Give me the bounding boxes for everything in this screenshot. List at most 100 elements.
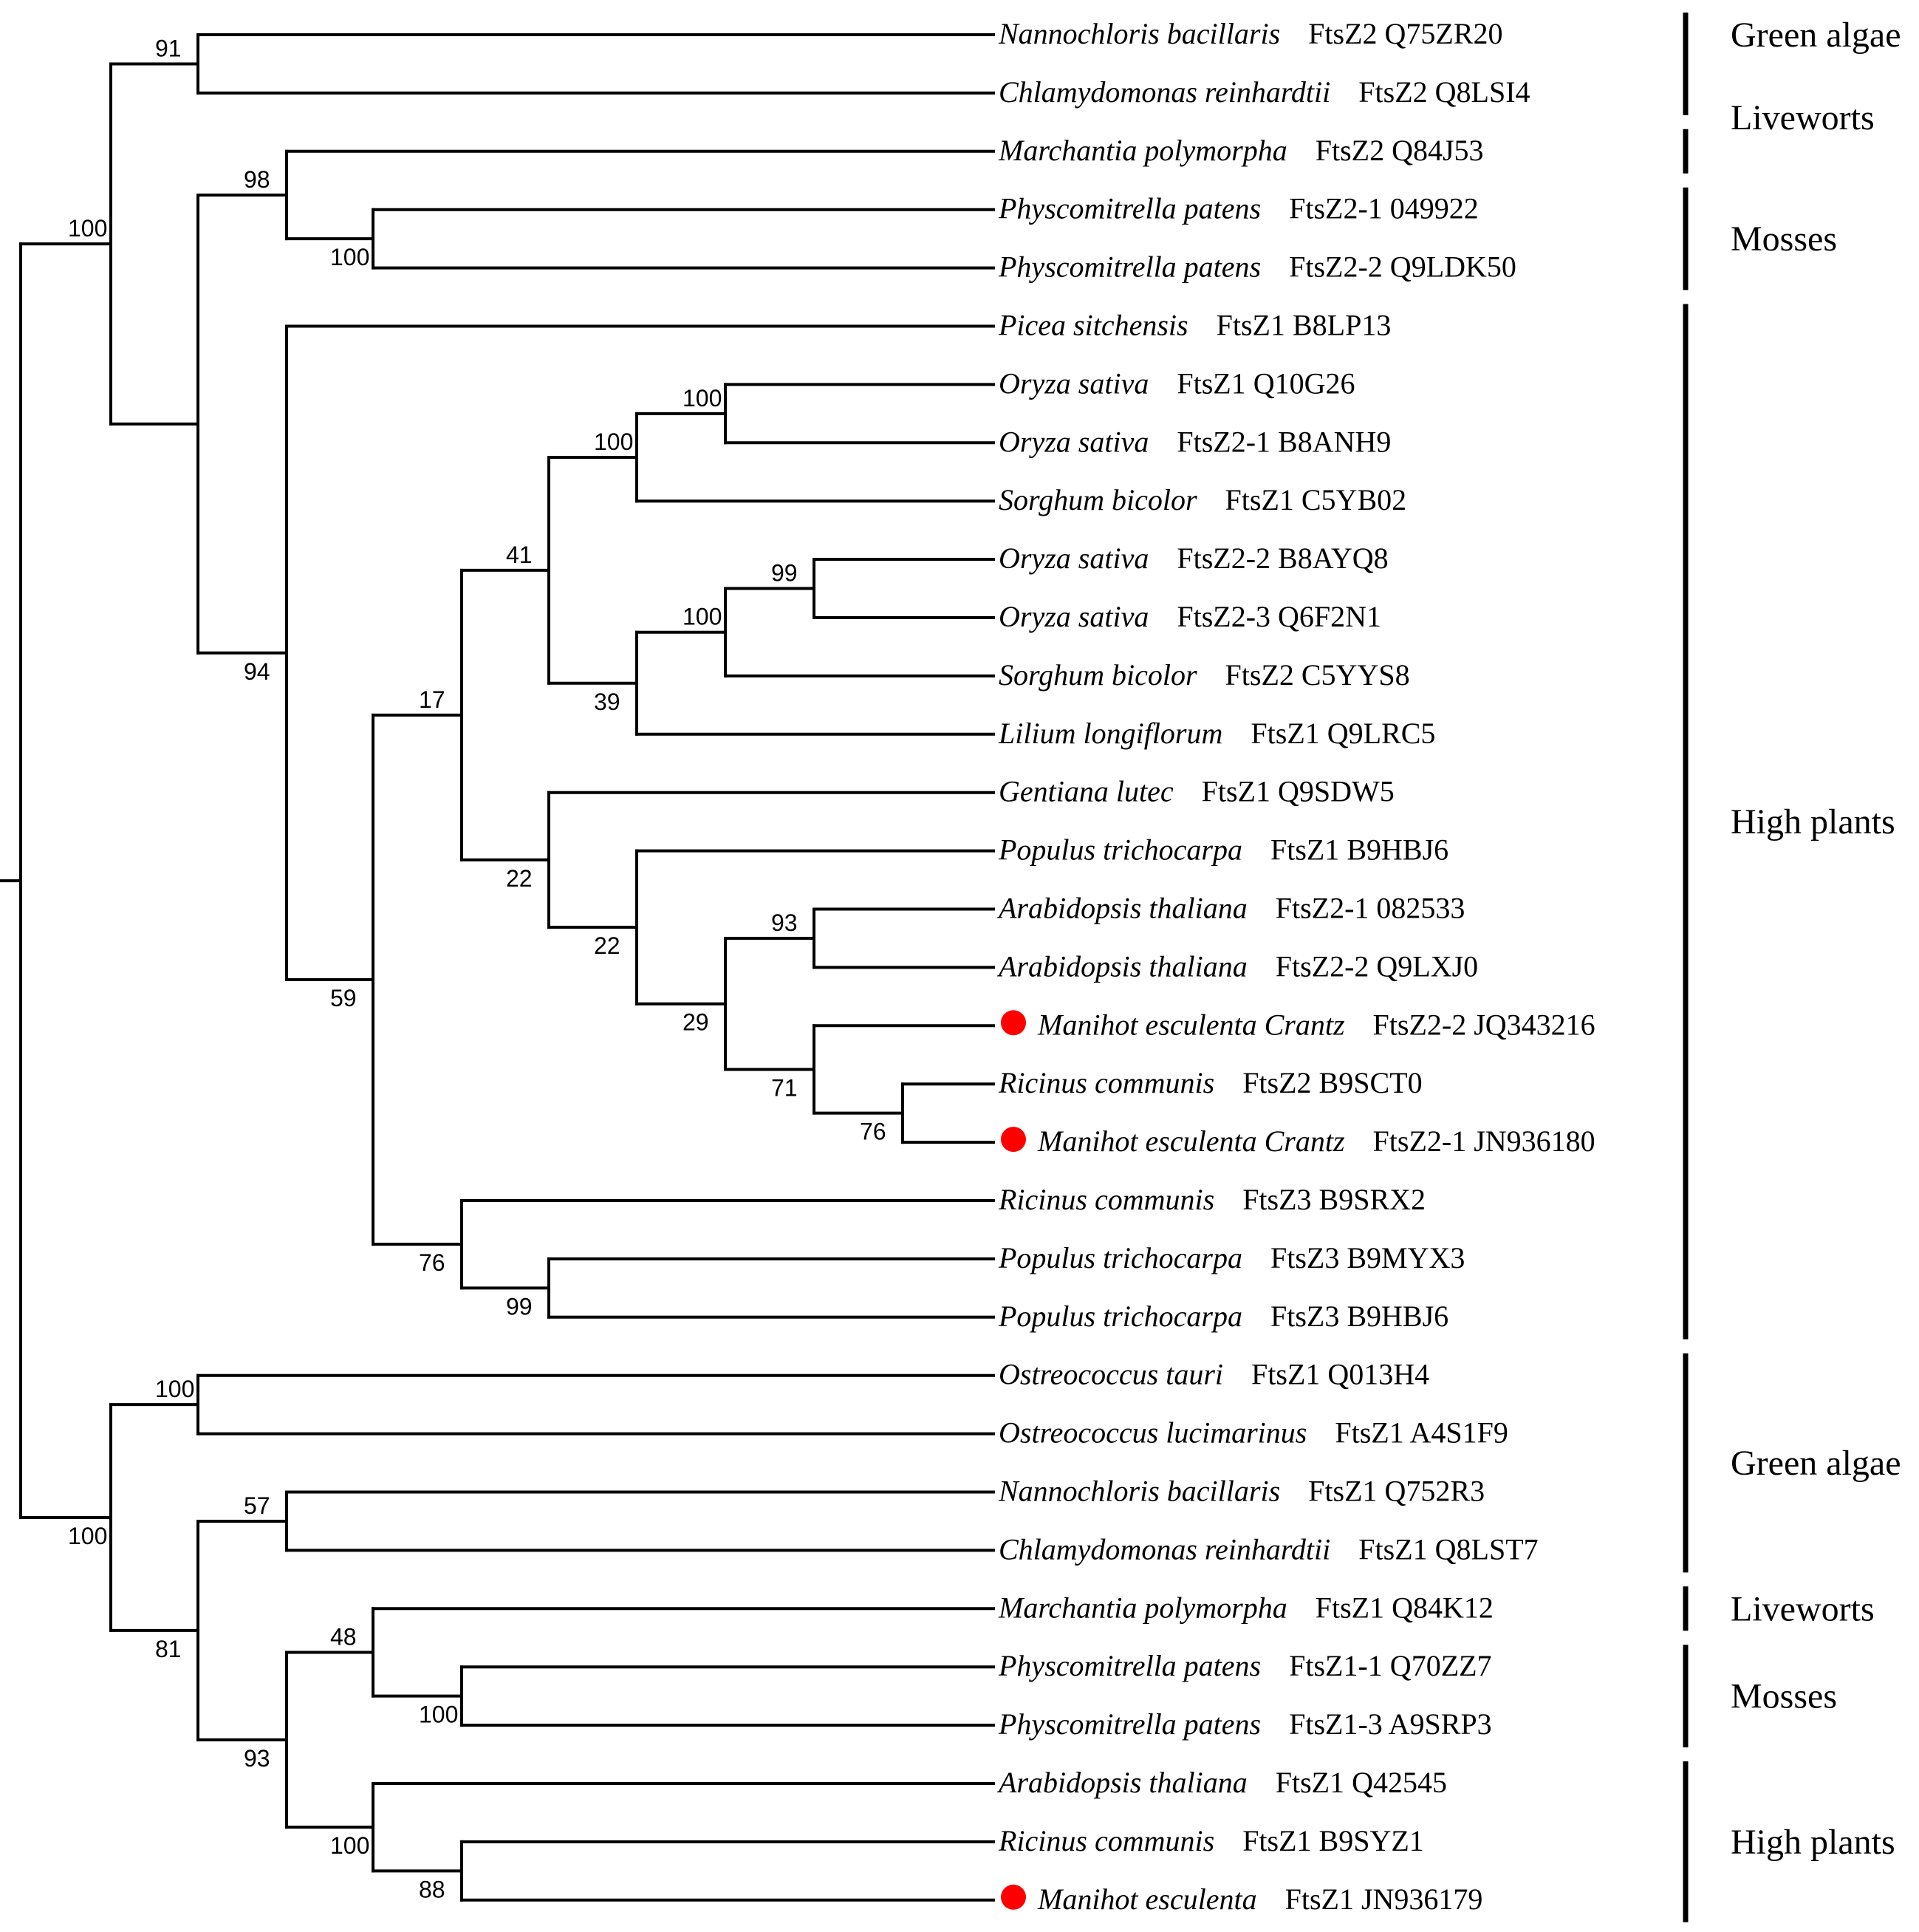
- leaf-label-L27: Chlamydomonas reinhardtii FtsZ1 Q8LST7: [999, 1532, 1539, 1566]
- species-name: Physcomitrella patens: [998, 1649, 1261, 1682]
- species-name: Physcomitrella patens: [998, 250, 1261, 284]
- leaf-label-L16: Arabidopsis thaliana FtsZ2-1 082533: [996, 892, 1465, 925]
- marker-dot-L18: [1001, 1010, 1026, 1036]
- bootstrap-N_phys2: 100: [419, 1701, 458, 1728]
- leaf-label-L18: Manihot esculenta Crantz FtsZ2-2 JQ343216: [1037, 1008, 1595, 1041]
- species-name: Manihot esculenta: [1037, 1882, 1257, 1916]
- protein-id: FtsZ1 Q42545: [1276, 1766, 1447, 1799]
- protein-id: FtsZ2-1 082533: [1276, 892, 1465, 925]
- protein-id: FtsZ1 B8LP13: [1217, 309, 1392, 342]
- species-name: Oryza sativa: [999, 600, 1149, 633]
- species-name: Chlamydomonas reinhardtii: [999, 75, 1330, 109]
- protein-id: FtsZ2-2 Q9LXJ0: [1276, 949, 1478, 983]
- protein-id: FtsZ2 Q84J53: [1316, 134, 1484, 167]
- bootstrap-N_hp: 94: [244, 658, 270, 685]
- bootstrap-N_hp2b: 88: [419, 1876, 445, 1902]
- tree-branches: [0, 33, 995, 1902]
- bootstrap-N_ftsz3: 76: [419, 1249, 445, 1276]
- protein-id: FtsZ2 C5YYS8: [1225, 658, 1410, 692]
- protein-id: FtsZ2 Q75ZR20: [1308, 17, 1502, 50]
- bootstrap-N_dicot3: 29: [683, 1009, 709, 1036]
- group-brackets: Green algae Liveworts Mosses High plants Gre…: [1683, 13, 1901, 1922]
- species-name: Manihot esculenta Crantz: [1037, 1124, 1345, 1158]
- species-name: Ostreococcus tauri: [999, 1358, 1223, 1391]
- species-name: Ricinus communis: [998, 1824, 1214, 1857]
- species-name: Oryza sativa: [999, 542, 1149, 575]
- bootstrap-N_ang: 59: [330, 985, 357, 1011]
- bootstrap-N_grn1: 91: [155, 35, 182, 61]
- bootstrap-N_euph: 71: [771, 1074, 798, 1101]
- bootstrap-N_hp2: 100: [330, 1832, 369, 1859]
- bootstrap-N_A: 100: [68, 215, 107, 242]
- leaf-label-L31: Arabidopsis thaliana FtsZ1 Q42545: [996, 1766, 1447, 1799]
- species-name: Gentiana lutec: [999, 775, 1174, 808]
- leaf-label-L1: Nannochloris bacillaris FtsZ2 Q75ZR20: [998, 17, 1503, 50]
- bootstrap-N_monoA: 100: [594, 429, 633, 455]
- bootstrap-N_B: 100: [68, 1523, 107, 1549]
- species-name: Arabidopsis thaliana: [996, 949, 1248, 983]
- protein-id: FtsZ1 Q84K12: [1316, 1591, 1494, 1624]
- leaf-label-L3: Marchantia polymorpha FtsZ2 Q84J53: [998, 134, 1484, 167]
- species-name: Ricinus communis: [998, 1066, 1214, 1099]
- protein-id: FtsZ1 B9HBJ6: [1270, 833, 1448, 867]
- protein-id: FtsZ1 Q9LRC5: [1251, 717, 1435, 750]
- species-name: Oryza sativa: [999, 425, 1149, 458]
- species-name: Chlamydomonas reinhardtii: [999, 1532, 1330, 1566]
- leaf-label-L17: Arabidopsis thaliana FtsZ2-2 Q9LXJ0: [996, 949, 1478, 983]
- bootstrap-N_dicot: 22: [506, 865, 533, 892]
- protein-id: FtsZ1 B9SYZ1: [1242, 1824, 1424, 1857]
- species-name: Nannochloris bacillaris: [998, 1475, 1280, 1508]
- bootstrap-N_osa2: 99: [771, 560, 798, 587]
- marker-dot-L33: [1001, 1884, 1026, 1910]
- leaf-label-L28: Marchantia polymorpha FtsZ1 Q84K12: [998, 1591, 1494, 1624]
- protein-id: FtsZ1 C5YB02: [1225, 483, 1407, 516]
- group-label-6: Mosses: [1731, 1677, 1837, 1716]
- protein-id: FtsZ1-1 Q70ZZ7: [1289, 1649, 1491, 1682]
- leaf-label-L7: Oryza sativa FtsZ1 Q10G26: [999, 366, 1355, 400]
- leaf-label-L14: Gentiana lutec FtsZ1 Q9SDW5: [999, 775, 1395, 808]
- species-name: Sorghum bicolor: [999, 483, 1197, 516]
- leaf-label-L12: Sorghum bicolor FtsZ2 C5YYS8: [999, 658, 1410, 692]
- leaf-label-L10: Oryza sativa FtsZ2-2 B8AYQ8: [999, 542, 1389, 575]
- leaf-label-L26: Nannochloris bacillaris FtsZ1 Q752R3: [998, 1475, 1485, 1508]
- leaf-label-L15: Populus trichocarpa FtsZ1 B9HBJ6: [998, 833, 1448, 867]
- protein-id: FtsZ1-3 A9SRP3: [1289, 1707, 1492, 1741]
- protein-id: FtsZ3 B9MYX3: [1270, 1241, 1465, 1274]
- protein-id: FtsZ1 Q013H4: [1251, 1358, 1429, 1391]
- leaf-label-L4: Physcomitrella patens FtsZ2-1 049922: [998, 192, 1479, 225]
- bootstrap-N_ostreo: 100: [155, 1376, 194, 1402]
- protein-id: FtsZ2-3 Q6F2N1: [1177, 600, 1381, 633]
- protein-id: FtsZ1 Q10G26: [1177, 366, 1355, 400]
- protein-id: FtsZ2-1 B8ANH9: [1177, 425, 1391, 458]
- protein-id: FtsZ1 A4S1F9: [1335, 1416, 1508, 1450]
- protein-id: FtsZ1 Q752R3: [1308, 1475, 1485, 1508]
- bootstrap-N_grn2: 57: [244, 1492, 270, 1519]
- leaf-labels: Nannochloris bacillaris FtsZ2 Q75ZR20 Chla…: [996, 17, 1595, 1916]
- leaf-label-L9: Sorghum bicolor FtsZ1 C5YB02: [999, 483, 1406, 516]
- bootstrap-N_B2: 81: [155, 1636, 182, 1662]
- bootstrap-N_bryo2: 48: [330, 1623, 357, 1650]
- group-label-0: Green algae: [1731, 16, 1901, 55]
- bootstrap-N_B3: 93: [244, 1745, 270, 1772]
- species-name: Ricinus communis: [998, 1183, 1214, 1216]
- species-name: Marchantia polymorpha: [998, 134, 1287, 167]
- bootstrap-N_monoB2: 100: [683, 604, 722, 630]
- protein-id: FtsZ2 B9SCT0: [1242, 1066, 1422, 1099]
- protein-id: FtsZ2-2 JQ343216: [1373, 1008, 1595, 1041]
- leaf-label-L25: Ostreococcus lucimarinus FtsZ1 A4S1F9: [999, 1416, 1508, 1450]
- bootstrap-N_17: 17: [419, 686, 445, 713]
- species-name: Manihot esculenta Crantz: [1037, 1008, 1345, 1041]
- leaf-label-L11: Oryza sativa FtsZ2-3 Q6F2N1: [999, 600, 1381, 633]
- protein-id: FtsZ2-1 049922: [1289, 192, 1479, 225]
- species-name: Physcomitrella patens: [998, 192, 1261, 225]
- leaf-label-L21: Ricinus communis FtsZ3 B9SRX2: [998, 1183, 1426, 1216]
- protein-id: FtsZ3 B9HBJ6: [1270, 1300, 1448, 1333]
- protein-id: FtsZ2-1 JN936180: [1373, 1124, 1595, 1158]
- leaf-label-L30: Physcomitrella patens FtsZ1-3 A9SRP3: [998, 1707, 1492, 1741]
- group-label-1: Liveworts: [1731, 98, 1875, 137]
- protein-id: FtsZ1 Q8LST7: [1358, 1532, 1538, 1566]
- species-name: Marchantia polymorpha: [998, 1591, 1287, 1624]
- group-label-5: Liveworts: [1731, 1589, 1875, 1628]
- group-label-7: High plants: [1731, 1823, 1895, 1862]
